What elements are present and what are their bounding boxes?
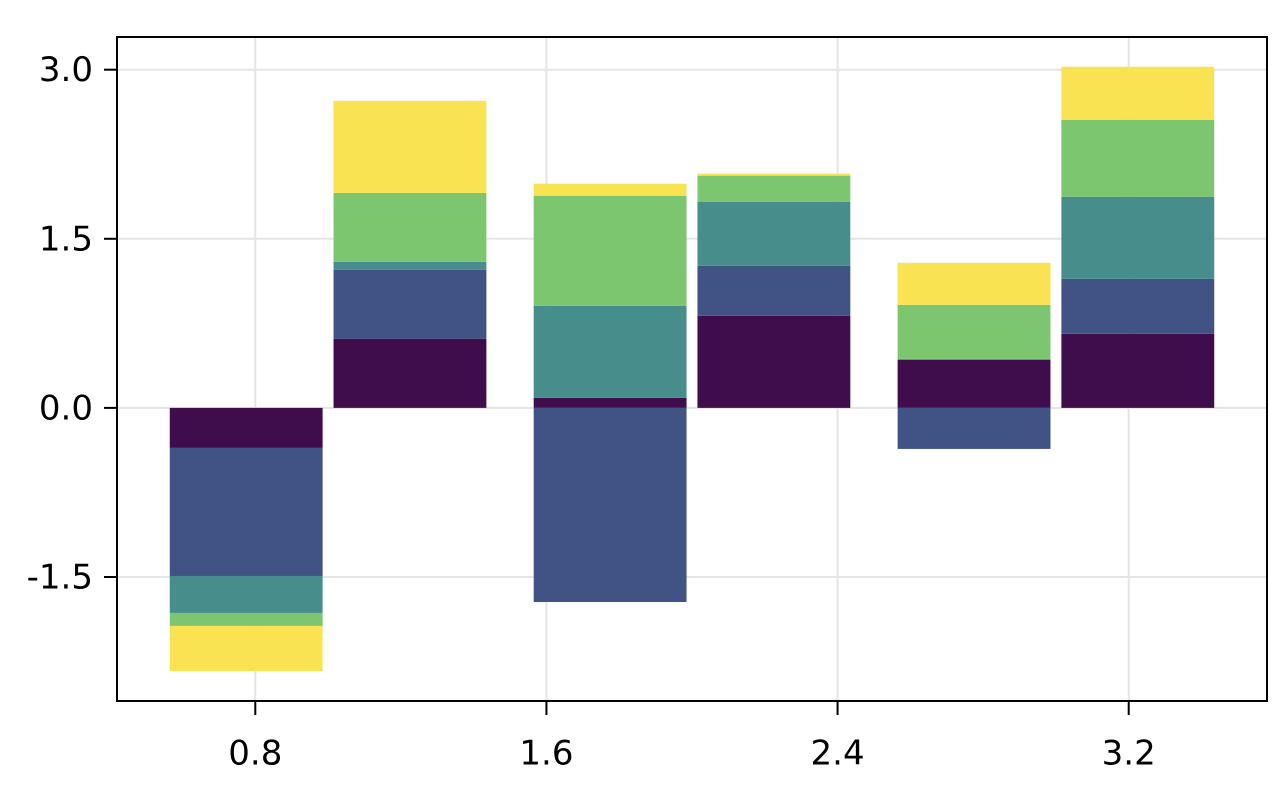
- x-tick-label: 0.8: [228, 734, 282, 774]
- bar-segment: [333, 338, 487, 408]
- bar-segment: [697, 315, 851, 408]
- bar-segment: [897, 262, 1051, 305]
- bar-segment: [169, 625, 323, 672]
- bar-segment: [697, 173, 851, 176]
- x-tick-label: 2.4: [811, 734, 865, 774]
- bar-segment: [897, 358, 1051, 360]
- bar-segment: [333, 261, 487, 270]
- y-tick-label: -1.5: [27, 557, 93, 597]
- bar-segment: [697, 175, 851, 202]
- bar-segment: [333, 269, 487, 339]
- x-tick-label: 3.2: [1102, 734, 1156, 774]
- bar-segment: [897, 304, 1051, 359]
- bar-segment: [533, 305, 687, 398]
- bar-segment: [169, 612, 323, 626]
- bar-segment: [533, 195, 687, 306]
- bar-segment: [169, 447, 323, 576]
- bar-segment: [533, 183, 687, 196]
- bar-segment: [533, 407, 687, 603]
- y-tick-label: 1.5: [39, 219, 93, 259]
- bar-segment: [1061, 119, 1215, 197]
- plot-frame: [116, 36, 1268, 702]
- bar-segment: [1061, 278, 1215, 334]
- bar-segment: [169, 407, 323, 448]
- y-tick-label: 3.0: [39, 50, 93, 90]
- bar-segment: [1061, 196, 1215, 279]
- bar-segment: [897, 359, 1051, 408]
- bar-segment: [333, 100, 487, 193]
- bar-segment: [697, 265, 851, 316]
- bar-segment: [897, 407, 1051, 449]
- x-tick-label: 1.6: [519, 734, 573, 774]
- bar-segment: [1061, 333, 1215, 408]
- bar-segment: [333, 192, 487, 262]
- bar-segment: [697, 201, 851, 266]
- bar-segment: [169, 575, 323, 613]
- bar-segment: [533, 397, 687, 408]
- y-tick-label: 0.0: [39, 388, 93, 428]
- bar-segment: [1061, 66, 1215, 120]
